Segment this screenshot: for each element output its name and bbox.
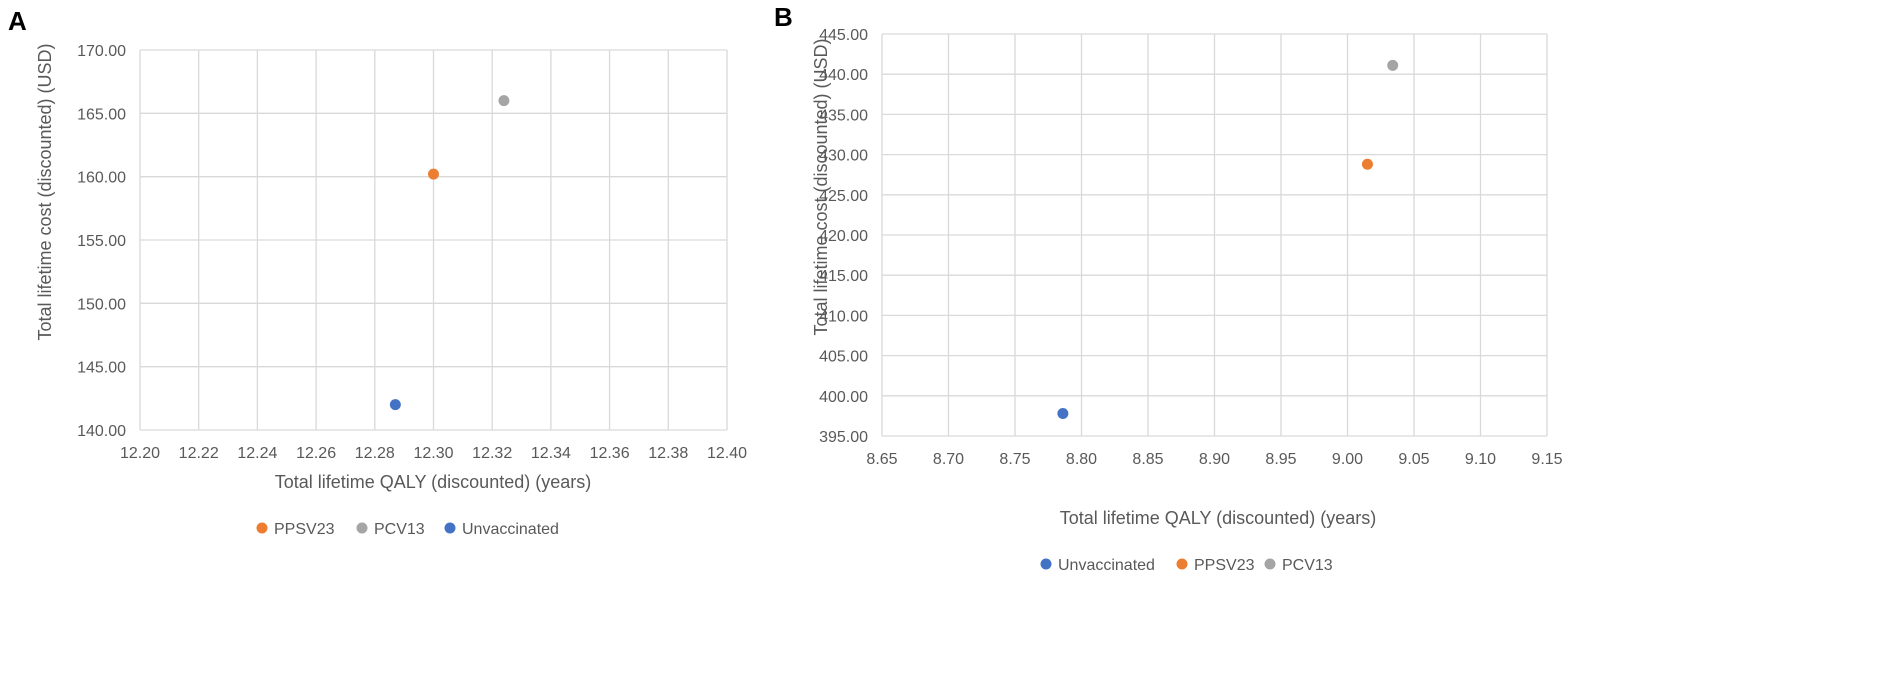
y-axis-title-a: Total lifetime cost (discounted) (USD) xyxy=(35,43,55,340)
legend-label-pcv13-a: PCV13 xyxy=(374,521,425,538)
y-tick-label-a: 145.00 xyxy=(77,360,126,377)
y-tick-label-a: 150.00 xyxy=(77,296,126,313)
data-point-unvaccinated-b xyxy=(1057,407,1069,419)
x-tick-label-a: 12.38 xyxy=(648,445,688,462)
x-tick-label-a: 12.24 xyxy=(237,445,277,462)
y-tick-label-b: 445.00 xyxy=(819,27,868,44)
legend-marker-unvaccinated-a xyxy=(444,522,456,534)
legend-label-unvaccinated-b: Unvaccinated xyxy=(1058,557,1155,574)
x-tick-label-b: 9.00 xyxy=(1332,451,1363,468)
y-tick-label-b: 430.00 xyxy=(819,148,868,165)
x-axis-title-a: Total lifetime QALY (discounted) (years) xyxy=(275,472,591,492)
x-axis-title-b: Total lifetime QALY (discounted) (years) xyxy=(1060,508,1376,528)
legend-label-pcv13-b: PCV13 xyxy=(1282,557,1333,574)
y-tick-label-b: 410.00 xyxy=(819,308,868,325)
x-tick-label-b: 9.05 xyxy=(1398,451,1429,468)
y-tick-labels-b: 395.00 400.00 405.00 410.00 415.00 420.00 425.… xyxy=(819,27,868,446)
y-tick-label-a: 140.00 xyxy=(77,423,126,440)
y-tick-label-a: 155.00 xyxy=(77,233,126,250)
legend-marker-pcv13-b xyxy=(1264,558,1276,570)
panel-a: A 12.20 12.22 12.24 12.26 12.28 12.30 12.32 12.… xyxy=(8,6,747,538)
legend-a: PPSV23 PCV13 Unvaccinated xyxy=(256,521,559,538)
legend-marker-ppsv23-a xyxy=(256,522,268,534)
x-tick-label-a: 12.26 xyxy=(296,445,336,462)
panel-label-b: B xyxy=(774,2,793,32)
x-tick-label-a: 12.34 xyxy=(531,445,571,462)
y-tick-label-b: 425.00 xyxy=(819,188,868,205)
x-tick-label-a: 12.36 xyxy=(590,445,630,462)
data-point-pcv13-b xyxy=(1387,59,1399,71)
data-point-ppsv23-a xyxy=(428,168,439,180)
data-points-a xyxy=(389,95,510,411)
y-tick-label-b: 440.00 xyxy=(819,67,868,84)
x-tick-label-a: 12.40 xyxy=(707,445,747,462)
data-point-pcv13-a xyxy=(498,95,510,107)
data-points-b xyxy=(1057,59,1399,419)
legend-marker-ppsv23-b xyxy=(1176,558,1188,570)
legend-label-ppsv23-a: PPSV23 xyxy=(274,521,335,538)
y-tick-label-b: 405.00 xyxy=(819,349,868,366)
x-tick-label-b: 8.70 xyxy=(933,451,964,468)
y-axis-title-b: Total lifetime cost (discounted) (USD) xyxy=(811,38,831,335)
data-point-ppsv23-b xyxy=(1361,158,1373,170)
y-tick-label-b: 415.00 xyxy=(819,268,868,285)
x-tick-labels-b: 8.65 8.70 8.75 8.80 8.85 8.90 8.95 9.00 9.05 9.10… xyxy=(866,451,1562,468)
legend-marker-unvaccinated-b xyxy=(1040,558,1052,570)
x-tick-label-a: 12.20 xyxy=(120,445,160,462)
x-tick-label-b: 9.15 xyxy=(1531,451,1562,468)
y-tick-label-b: 395.00 xyxy=(819,429,868,446)
y-tick-label-b: 400.00 xyxy=(819,389,868,406)
plot-grid-a xyxy=(139,49,728,431)
x-tick-label-b: 8.95 xyxy=(1265,451,1296,468)
x-tick-label-a: 12.22 xyxy=(179,445,219,462)
y-tick-label-a: 165.00 xyxy=(77,106,126,123)
y-tick-label-b: 420.00 xyxy=(819,228,868,245)
x-tick-label-a: 12.28 xyxy=(355,445,395,462)
plot-grid-b xyxy=(881,33,1548,437)
panel-label-a: A xyxy=(8,6,27,36)
legend-label-unvaccinated-a: Unvaccinated xyxy=(462,521,559,538)
y-tick-label-a: 160.00 xyxy=(77,170,126,187)
x-tick-label-b: 8.75 xyxy=(999,451,1030,468)
legend-label-ppsv23-b: PPSV23 xyxy=(1194,557,1255,574)
y-tick-label-a: 170.00 xyxy=(77,43,126,60)
x-tick-label-b: 8.65 xyxy=(866,451,897,468)
x-tick-label-b: 8.90 xyxy=(1199,451,1230,468)
x-tick-label-a: 12.32 xyxy=(472,445,512,462)
x-tick-labels-a: 12.20 12.22 12.24 12.26 12.28 12.30 12.32 12.34… xyxy=(120,445,747,462)
y-tick-labels-a: 140.00 145.00 150.00 155.00 160.00 165.00 170.… xyxy=(77,43,126,440)
legend-marker-pcv13-a xyxy=(356,522,368,534)
panel-b: B 8.65 8.70 8.75 8.80 8.85 8.90 8.95 9.00 9.05 9.… xyxy=(774,2,1563,574)
x-tick-label-b: 9.10 xyxy=(1465,451,1496,468)
y-tick-label-b: 435.00 xyxy=(819,107,868,124)
x-tick-label-b: 8.80 xyxy=(1066,451,1097,468)
data-point-unvaccinated-a xyxy=(389,399,401,411)
legend-b: Unvaccinated PPSV23 PCV13 xyxy=(1040,557,1333,574)
x-tick-label-b: 8.85 xyxy=(1132,451,1163,468)
x-tick-label-a: 12.30 xyxy=(413,445,453,462)
